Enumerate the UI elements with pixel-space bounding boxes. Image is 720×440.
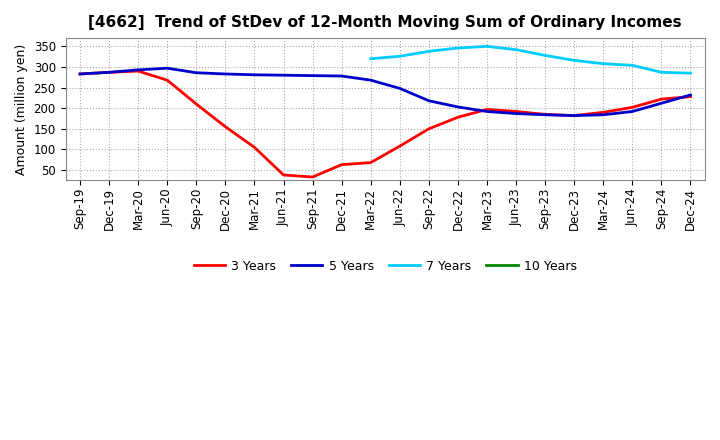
7 Years <box>628 62 636 68</box>
5 Years <box>512 111 521 116</box>
5 Years <box>570 113 578 118</box>
5 Years <box>657 101 666 106</box>
7 Years <box>366 56 375 61</box>
5 Years <box>308 73 317 78</box>
Title: [4662]  Trend of StDev of 12-Month Moving Sum of Ordinary Incomes: [4662] Trend of StDev of 12-Month Moving… <box>89 15 682 30</box>
3 Years <box>134 69 143 74</box>
3 Years <box>628 105 636 110</box>
5 Years <box>105 70 114 75</box>
3 Years <box>570 113 578 118</box>
7 Years <box>512 47 521 52</box>
5 Years <box>250 72 258 77</box>
3 Years <box>250 145 258 150</box>
3 Years <box>512 109 521 114</box>
3 Years <box>482 107 491 112</box>
3 Years <box>192 102 201 107</box>
5 Years <box>628 109 636 114</box>
7 Years <box>425 49 433 54</box>
3 Years <box>338 162 346 167</box>
Line: 5 Years: 5 Years <box>80 68 690 116</box>
Y-axis label: Amount (million yen): Amount (million yen) <box>15 44 28 175</box>
5 Years <box>221 71 230 77</box>
3 Years <box>425 126 433 132</box>
Line: 7 Years: 7 Years <box>371 46 690 73</box>
7 Years <box>482 44 491 49</box>
5 Years <box>454 104 462 110</box>
3 Years <box>308 174 317 180</box>
5 Years <box>541 112 549 117</box>
3 Years <box>221 124 230 129</box>
3 Years <box>76 71 84 77</box>
7 Years <box>599 61 608 66</box>
3 Years <box>279 172 288 178</box>
5 Years <box>338 73 346 79</box>
3 Years <box>105 70 114 75</box>
3 Years <box>541 112 549 117</box>
5 Years <box>686 92 695 98</box>
7 Years <box>686 70 695 76</box>
7 Years <box>657 70 666 75</box>
Legend: 3 Years, 5 Years, 7 Years, 10 Years: 3 Years, 5 Years, 7 Years, 10 Years <box>189 255 582 278</box>
Line: 3 Years: 3 Years <box>80 71 690 177</box>
3 Years <box>657 96 666 102</box>
5 Years <box>366 77 375 83</box>
5 Years <box>425 98 433 103</box>
7 Years <box>541 53 549 58</box>
3 Years <box>163 77 171 83</box>
5 Years <box>134 67 143 73</box>
5 Years <box>599 112 608 117</box>
3 Years <box>366 160 375 165</box>
3 Years <box>454 114 462 120</box>
5 Years <box>163 66 171 71</box>
7 Years <box>454 45 462 51</box>
7 Years <box>395 54 404 59</box>
3 Years <box>599 110 608 115</box>
5 Years <box>395 86 404 91</box>
5 Years <box>279 73 288 78</box>
5 Years <box>76 71 84 77</box>
5 Years <box>482 109 491 114</box>
5 Years <box>192 70 201 75</box>
3 Years <box>686 94 695 99</box>
3 Years <box>395 143 404 149</box>
7 Years <box>570 58 578 63</box>
